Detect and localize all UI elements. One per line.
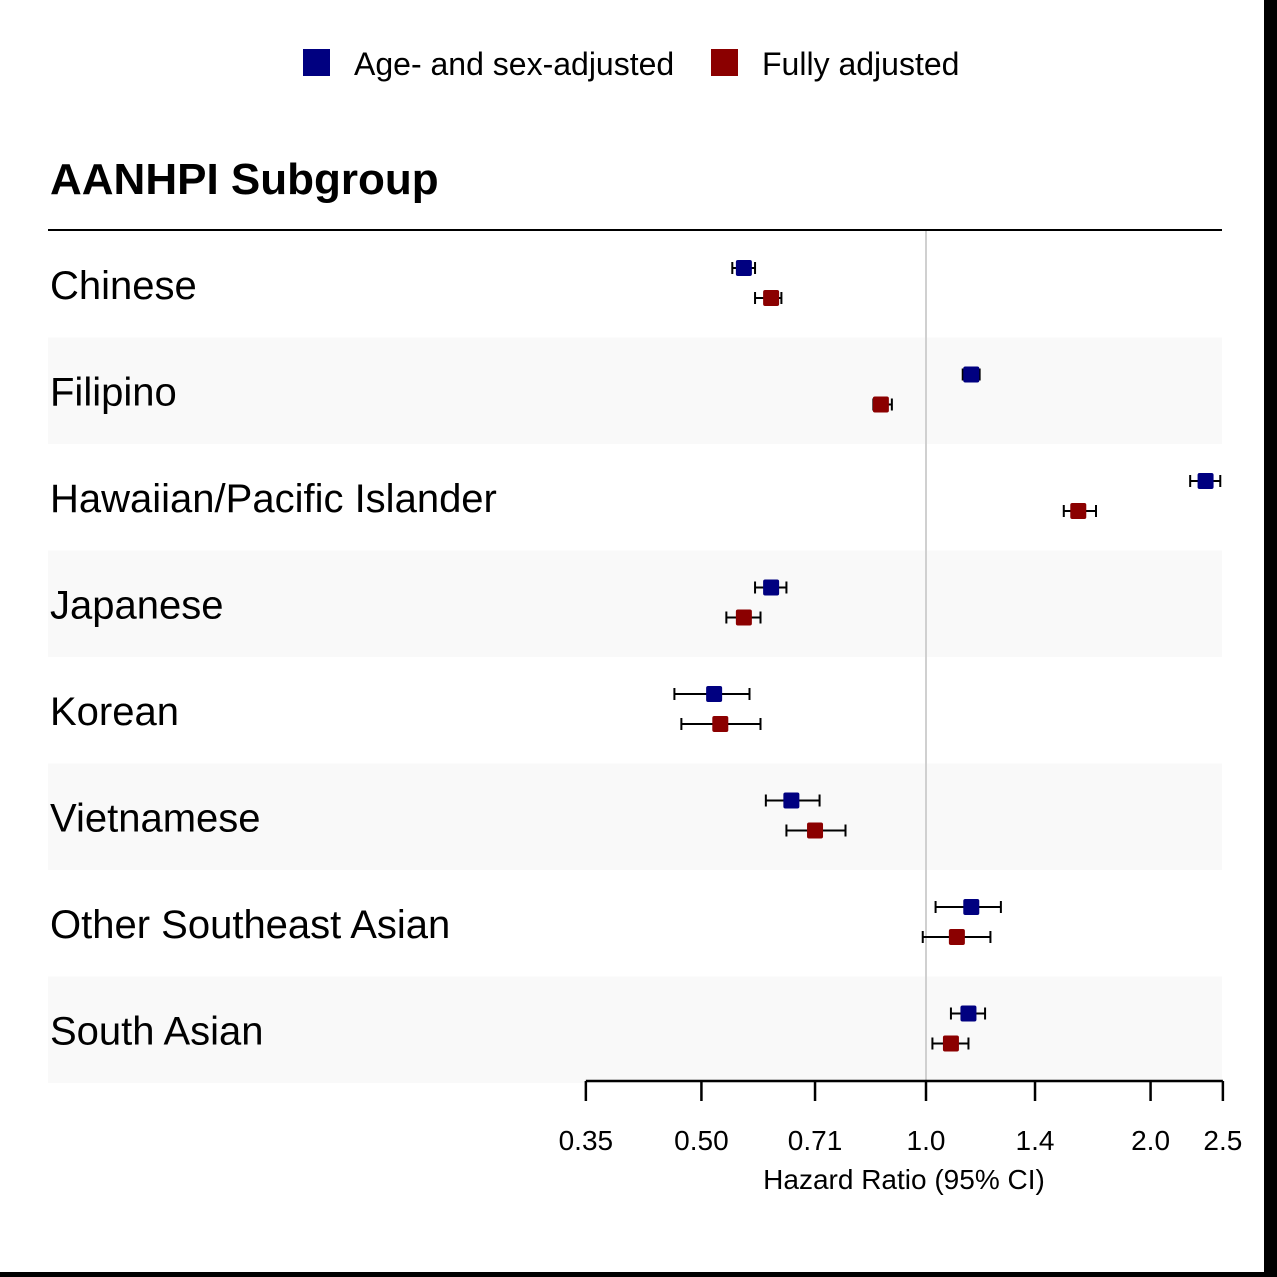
row-other-southeast-asian: Other Southeast Asian — [50, 899, 1002, 947]
row-label: Vietnamese — [50, 797, 261, 841]
row-shade — [48, 337, 1222, 444]
x-tick-label: 0.50 — [674, 1125, 729, 1156]
row-shade — [48, 550, 1222, 657]
point-estimate — [963, 899, 980, 915]
point-estimate — [763, 579, 780, 596]
row-label: Hawaiian/Pacific Islander — [50, 477, 497, 521]
legend-swatch-age-sex — [303, 49, 330, 76]
point-estimate — [763, 290, 780, 306]
x-tick-label: 2.0 — [1131, 1125, 1170, 1156]
point-estimate — [872, 396, 889, 413]
x-tick-label: 2.5 — [1203, 1125, 1242, 1156]
x-tick-label: 1.4 — [1016, 1125, 1055, 1156]
point-estimate — [948, 929, 965, 945]
legend: Age- and sex-adjusted Fully adjusted — [303, 46, 959, 82]
legend-swatch-fully — [711, 49, 738, 76]
row-korean: Korean — [50, 686, 762, 734]
row-shade — [48, 976, 1222, 1083]
row-hawaiian-pacific-islander: Hawaiian/Pacific Islander — [50, 473, 1222, 521]
point-estimate — [942, 1035, 959, 1052]
legend-label-fully: Fully adjusted — [762, 46, 959, 82]
point-estimate — [963, 366, 980, 383]
point-estimate — [706, 686, 723, 702]
row-japanese: Japanese — [50, 579, 788, 628]
x-tick-label: 0.35 — [559, 1125, 614, 1156]
point-estimate — [960, 1005, 977, 1022]
row-label: South Asian — [50, 1010, 264, 1054]
legend-label-age-sex: Age- and sex-adjusted — [354, 46, 674, 82]
row-filipino: Filipino — [50, 366, 981, 415]
row-chinese: Chinese — [50, 260, 783, 308]
row-label: Filipino — [50, 371, 177, 415]
point-estimate — [1070, 503, 1087, 519]
row-vietnamese: Vietnamese — [50, 792, 847, 841]
point-estimate — [735, 609, 752, 626]
row-shade — [48, 763, 1222, 870]
x-tick-label: 1.0 — [907, 1125, 946, 1156]
point-estimate — [712, 716, 729, 732]
column-header: AANHPI Subgroup — [50, 155, 439, 204]
x-axis-label: Hazard Ratio (95% CI) — [763, 1164, 1045, 1195]
row-south-asian: South Asian — [50, 1005, 987, 1054]
point-estimate — [783, 792, 800, 809]
x-tick-label: 0.71 — [788, 1125, 843, 1156]
row-label: Other Southeast Asian — [50, 903, 450, 947]
point-estimate — [807, 822, 824, 839]
point-estimate — [1197, 473, 1214, 489]
row-label: Korean — [50, 690, 179, 734]
row-label: Japanese — [50, 584, 223, 628]
point-estimate — [735, 260, 752, 276]
row-label: Chinese — [50, 264, 197, 308]
